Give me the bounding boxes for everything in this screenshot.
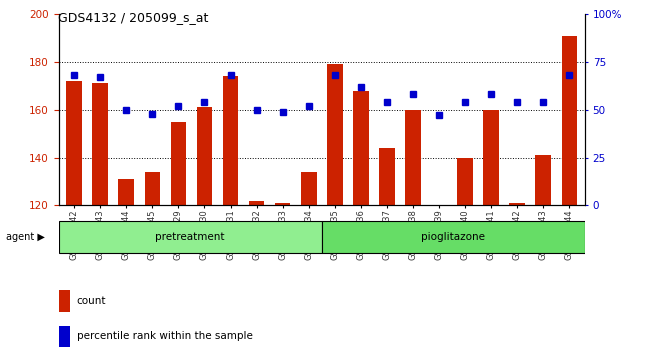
Bar [92,84,108,205]
Text: agent ▶: agent ▶ [6,232,46,242]
Text: percentile rank within the sample: percentile rank within the sample [77,331,253,341]
Bar [249,200,265,205]
Bar [301,172,317,205]
FancyBboxPatch shape [322,221,585,253]
Bar [170,122,186,205]
Bar [484,110,499,205]
Bar [562,36,577,205]
Text: pretreatment: pretreatment [155,232,225,242]
FancyBboxPatch shape [58,221,322,253]
Bar [197,107,213,205]
Bar [118,179,134,205]
Bar [223,76,239,205]
Text: pioglitazone: pioglitazone [421,232,486,242]
Text: count: count [77,296,106,306]
Bar [327,64,343,205]
Text: GDS4132 / 205099_s_at: GDS4132 / 205099_s_at [58,11,209,24]
Bar [66,81,82,205]
Bar [379,148,395,205]
Bar [458,158,473,205]
Bar [353,91,369,205]
Bar [510,203,525,205]
Bar [536,155,551,205]
Bar [144,172,160,205]
Bar [275,203,291,205]
Bar [405,110,421,205]
